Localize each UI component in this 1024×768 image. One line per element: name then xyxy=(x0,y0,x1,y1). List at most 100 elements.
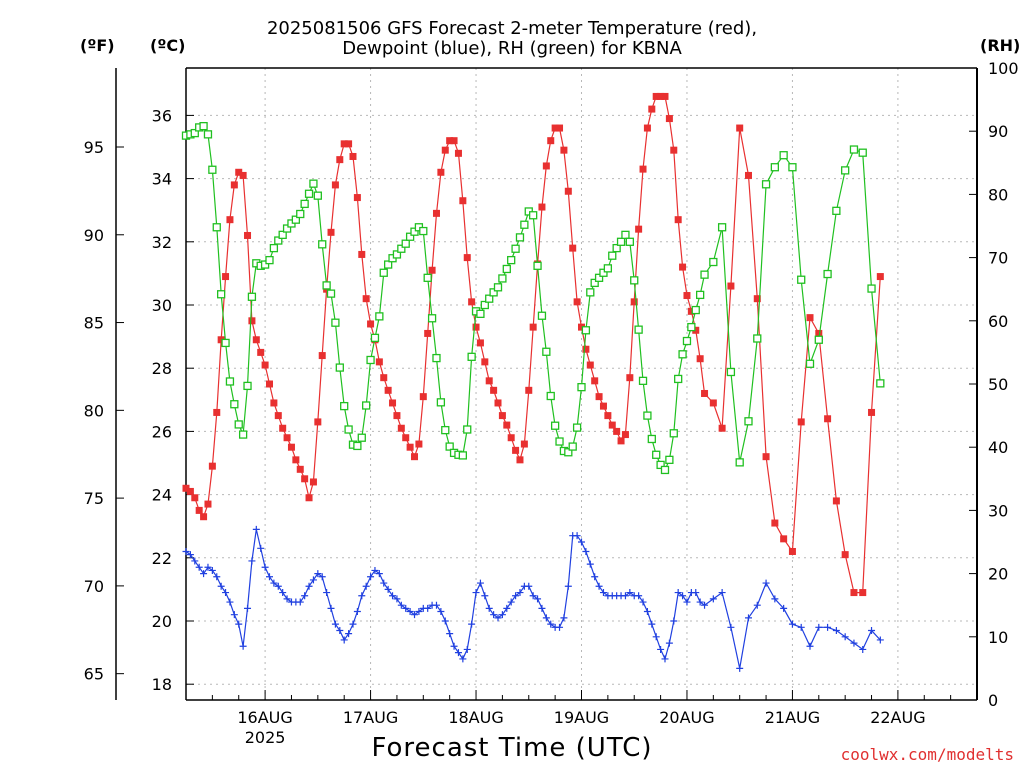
rh-tick-label: 20 xyxy=(988,565,1008,584)
rh-point xyxy=(480,300,489,310)
dewpoint-point xyxy=(529,592,537,600)
dewpoint-point xyxy=(806,642,814,650)
rh-point xyxy=(493,283,503,292)
temperature-point xyxy=(217,336,225,344)
dewpoint-point xyxy=(643,608,651,616)
temperature-point xyxy=(257,348,265,356)
rh-point xyxy=(546,391,555,401)
fahrenheit-tick-label: 85 xyxy=(84,314,104,333)
rh-point xyxy=(577,383,586,392)
dewpoint-point xyxy=(573,532,581,540)
dewpoint-point xyxy=(841,633,849,641)
temperature-point xyxy=(437,168,445,176)
x-tick-label: 21AUG xyxy=(765,708,820,727)
rh-point xyxy=(485,294,494,303)
rh-point xyxy=(621,230,630,239)
dewpoint-point xyxy=(305,582,313,590)
temperature-point xyxy=(301,475,309,483)
temperature-point xyxy=(494,399,502,407)
dewpoint-point xyxy=(384,585,392,593)
dewpoint-point xyxy=(301,592,309,600)
rh-point xyxy=(638,376,648,385)
temperature-point xyxy=(367,320,375,328)
rh-point xyxy=(247,292,257,301)
x-tick-label: 17AUG xyxy=(343,708,398,727)
dewpoint-point xyxy=(208,566,216,574)
rh-tick-label: 80 xyxy=(988,185,1008,204)
rh-point xyxy=(669,429,678,438)
dewpoint-point xyxy=(432,601,440,609)
rh-point xyxy=(542,347,551,356)
rh-point xyxy=(717,223,727,232)
dewpoint-point xyxy=(182,547,190,555)
rh-point xyxy=(221,338,230,348)
rh-point xyxy=(797,275,806,284)
rh-point xyxy=(476,309,485,318)
temperature-point xyxy=(318,352,326,360)
temperature-point xyxy=(454,149,462,157)
temperature-point xyxy=(516,456,524,464)
temperature-point xyxy=(661,92,669,100)
rh-point xyxy=(550,421,560,430)
temperature-point xyxy=(797,418,805,426)
temperature-point xyxy=(239,171,247,179)
dewpoint-point xyxy=(270,579,278,587)
rh-point xyxy=(841,166,850,175)
temperature-point xyxy=(248,317,256,325)
x-tick-label: 16AUG xyxy=(237,708,292,727)
dewpoint-point xyxy=(309,576,317,584)
rh-point xyxy=(436,398,446,407)
dewpoint-point xyxy=(498,611,506,619)
dewpoint-point xyxy=(670,617,678,625)
dewpoint-point xyxy=(274,582,282,590)
rh-point xyxy=(318,240,327,249)
temperature-point xyxy=(744,171,752,179)
dewpoint-point xyxy=(736,664,744,672)
temperature-point xyxy=(490,386,498,394)
dewpoint-point xyxy=(353,608,361,616)
temperature-point xyxy=(709,399,717,407)
temperature-point xyxy=(815,329,823,337)
dewpoint-point xyxy=(345,630,353,638)
rh-point xyxy=(590,278,599,288)
dewpoint-point xyxy=(815,623,823,631)
rh-point xyxy=(612,243,621,253)
temperature-point xyxy=(411,453,419,461)
dewpoint-point xyxy=(463,645,471,653)
temperature-point xyxy=(648,105,656,113)
temperature-point xyxy=(556,124,564,132)
temperature-point xyxy=(806,314,814,322)
temperature-point xyxy=(222,273,230,281)
temperature-point xyxy=(542,162,550,170)
dewpoint-point xyxy=(257,544,265,552)
dewpoint-point xyxy=(358,592,366,600)
temperature-point xyxy=(832,497,840,505)
rh-point xyxy=(687,322,696,332)
dewpoint-point xyxy=(661,655,669,663)
dewpoint-point xyxy=(832,626,840,634)
temperature-point xyxy=(780,535,788,543)
rh-point xyxy=(507,255,516,265)
rh-point xyxy=(625,237,634,246)
temperature-point xyxy=(586,361,594,369)
rh-axis-unit: (RH) xyxy=(980,36,1021,55)
temperature-point xyxy=(327,228,335,236)
temperature-point xyxy=(314,418,322,426)
temperature-point xyxy=(406,443,414,451)
rh-point xyxy=(608,251,617,260)
rh-point xyxy=(537,311,547,320)
rh-point xyxy=(674,374,683,384)
x-axis-label: Forecast Time (UTC) xyxy=(371,733,653,763)
rh-point xyxy=(274,236,283,245)
temperature-point xyxy=(551,124,559,132)
celsius-tick-label: 24 xyxy=(152,486,172,505)
rh-tick-label: 10 xyxy=(988,628,1008,647)
rh-point xyxy=(564,448,573,457)
rh-point xyxy=(234,420,243,429)
dewpoint-point xyxy=(261,563,269,571)
temperature-point xyxy=(679,263,687,271)
dewpoint-point xyxy=(331,620,339,628)
temperature-point xyxy=(608,421,616,429)
dewpoint-point xyxy=(279,589,287,597)
celsius-tick-label: 22 xyxy=(152,549,172,568)
